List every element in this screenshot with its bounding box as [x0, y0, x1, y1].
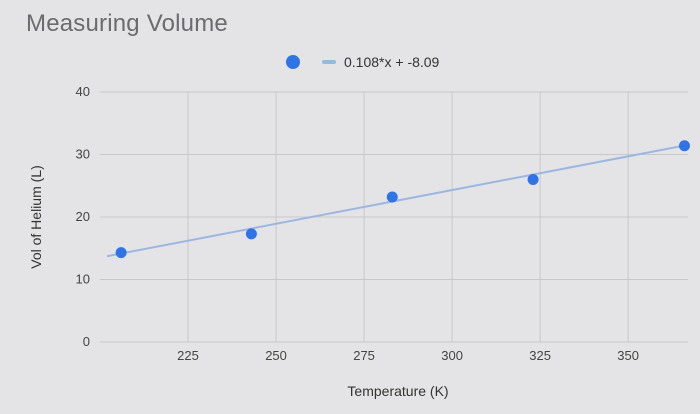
y-tick-label: 40: [76, 84, 90, 99]
grid: [100, 91, 688, 343]
data-point: [678, 140, 690, 152]
y-axis-label: Vol of Helium (L): [28, 165, 44, 268]
trendline: [106, 143, 689, 258]
x-tick-label: 225: [177, 348, 199, 363]
x-axis-label: Temperature (K): [347, 383, 448, 399]
legend-trendline-swatch: [322, 60, 336, 64]
y-tick-label: 30: [76, 147, 90, 162]
x-tick-label: 250: [265, 348, 287, 363]
legend: 0.108*x + -8.09: [286, 52, 439, 72]
y-tick-label: 0: [83, 334, 90, 349]
x-tick-label: 275: [353, 348, 375, 363]
data-point: [115, 247, 127, 259]
y-tick-label: 20: [76, 209, 90, 224]
x-tick-label: 350: [617, 348, 639, 363]
data-points: [115, 140, 690, 259]
chart-title: Measuring Volume: [26, 10, 228, 37]
legend-series-dot: [286, 55, 300, 69]
ticks: 0 10 20 30 40 225 250 275 300 325 350: [76, 84, 639, 363]
x-tick-label: 300: [441, 348, 463, 363]
data-point: [386, 191, 398, 203]
y-tick-label: 10: [76, 272, 90, 287]
data-point: [245, 228, 257, 240]
data-point: [527, 174, 539, 185]
legend-trendline-label: 0.108*x + -8.09: [344, 54, 440, 70]
x-tick-label: 325: [529, 348, 551, 363]
